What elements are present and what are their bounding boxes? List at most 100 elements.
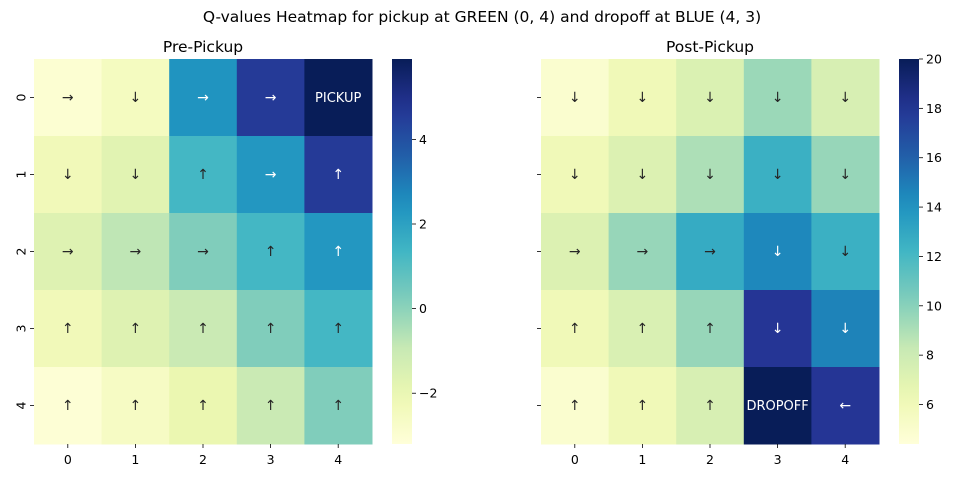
cell-annotation: ↑ bbox=[637, 398, 649, 414]
colorbar-tick-label: 6 bbox=[926, 397, 934, 412]
cell-annotation: ↓ bbox=[704, 90, 716, 106]
colorbar-tick-label: 18 bbox=[926, 101, 942, 116]
heatmap-cell bbox=[304, 136, 373, 214]
cell-annotation: ↑ bbox=[265, 244, 277, 260]
cell-annotation: → bbox=[62, 90, 74, 106]
cell-annotation: ↑ bbox=[704, 321, 716, 337]
heatmap-cell bbox=[676, 59, 745, 137]
heatmap-cell bbox=[169, 290, 238, 368]
heatmap-cell bbox=[811, 136, 880, 214]
cell-annotation: ↑ bbox=[197, 321, 209, 337]
heatmap-cell bbox=[169, 59, 238, 137]
heatmap-cell bbox=[101, 59, 170, 137]
cell-annotation: ↓ bbox=[772, 321, 784, 337]
cell-annotation: → bbox=[265, 90, 277, 106]
colorbar-tick-label: 20 bbox=[926, 52, 942, 67]
colorbar-tick-label: 8 bbox=[926, 348, 934, 363]
cell-annotation: → bbox=[62, 244, 74, 260]
panel-title: Post-Pickup bbox=[666, 38, 754, 56]
colorbar bbox=[899, 59, 919, 444]
heatmap-cell bbox=[236, 367, 305, 445]
x-tick-label: 2 bbox=[706, 452, 714, 467]
heatmap-cell bbox=[608, 213, 677, 291]
panel-title: Pre-Pickup bbox=[163, 38, 243, 56]
cell-annotation: ↓ bbox=[839, 244, 851, 260]
heatmap-cell bbox=[34, 290, 103, 368]
cell-annotation: ↑ bbox=[197, 167, 209, 183]
x-tick-label: 4 bbox=[334, 452, 342, 467]
cell-annotation: ↓ bbox=[569, 90, 581, 106]
colorbar-tick-label: 16 bbox=[926, 150, 942, 165]
heatmap-cell bbox=[541, 290, 610, 368]
y-tick-label: 4 bbox=[14, 401, 29, 409]
cell-annotation: ↑ bbox=[332, 167, 344, 183]
heatmap-cell bbox=[541, 213, 610, 291]
cell-annotation: ↑ bbox=[637, 321, 649, 337]
cell-annotation: ↓ bbox=[839, 167, 851, 183]
heatmap-cell bbox=[169, 136, 238, 214]
y-tick-label: 3 bbox=[14, 325, 29, 333]
cell-annotation: ↑ bbox=[62, 321, 74, 337]
cell-annotation: → bbox=[130, 244, 142, 260]
cell-annotation: PICKUP bbox=[315, 91, 361, 106]
cell-annotation: ↑ bbox=[265, 321, 277, 337]
cell-annotation: ↓ bbox=[637, 90, 649, 106]
heatmap-cell bbox=[811, 290, 880, 368]
colorbar-tick-label: 12 bbox=[926, 249, 942, 264]
cell-annotation: ↓ bbox=[772, 167, 784, 183]
colorbar-tick-label: 0 bbox=[419, 301, 427, 316]
cell-annotation: DROPOFF bbox=[746, 399, 808, 414]
cell-annotation: ↓ bbox=[62, 167, 74, 183]
heatmap-cell bbox=[304, 213, 373, 291]
cell-annotation: ↓ bbox=[839, 90, 851, 106]
cell-annotation: ↑ bbox=[130, 398, 142, 414]
colorbar-tick-label: 14 bbox=[926, 200, 942, 215]
cell-annotation: → bbox=[197, 90, 209, 106]
heatmap-cell bbox=[541, 367, 610, 445]
heatmap-cell bbox=[608, 136, 677, 214]
cell-annotation: ↓ bbox=[772, 90, 784, 106]
heatmap-cell bbox=[743, 367, 812, 445]
heatmap-cell bbox=[34, 136, 103, 214]
heatmap-cell bbox=[169, 367, 238, 445]
heatmap-cell bbox=[676, 367, 745, 445]
heatmap-cell bbox=[676, 290, 745, 368]
cell-annotation: ↑ bbox=[569, 398, 581, 414]
heatmap-cell bbox=[743, 59, 812, 137]
heatmap-cell bbox=[236, 136, 305, 214]
heatmap-cell bbox=[608, 59, 677, 137]
cell-annotation: → bbox=[265, 167, 277, 183]
cell-annotation: ↑ bbox=[332, 321, 344, 337]
heatmap-cell bbox=[34, 213, 103, 291]
cell-annotation: ↓ bbox=[569, 167, 581, 183]
heatmap-cell bbox=[676, 136, 745, 214]
colorbar-tick-label: 2 bbox=[419, 217, 427, 232]
cell-annotation: → bbox=[637, 244, 649, 260]
heatmap-cell bbox=[811, 59, 880, 137]
cell-annotation: ↑ bbox=[130, 321, 142, 337]
heatmap-cell bbox=[541, 59, 610, 137]
figure-title: Q-values Heatmap for pickup at GREEN (0,… bbox=[203, 8, 761, 26]
cell-annotation: ↓ bbox=[772, 244, 784, 260]
colorbar bbox=[392, 59, 412, 444]
heatmap-cell bbox=[743, 290, 812, 368]
heatmap-cell bbox=[34, 59, 103, 137]
cell-annotation: ↑ bbox=[704, 398, 716, 414]
heatmap-cell bbox=[101, 213, 170, 291]
x-tick-label: 3 bbox=[774, 452, 782, 467]
x-tick-label: 4 bbox=[841, 452, 849, 467]
x-tick-label: 1 bbox=[638, 452, 646, 467]
heatmap-cell bbox=[101, 290, 170, 368]
heatmap-cell bbox=[34, 367, 103, 445]
x-tick-label: 0 bbox=[571, 452, 579, 467]
y-tick-label: 2 bbox=[14, 248, 29, 256]
x-tick-label: 0 bbox=[64, 452, 72, 467]
colorbar-tick-label: 10 bbox=[926, 298, 942, 313]
cell-annotation: → bbox=[704, 244, 716, 260]
heatmap-cell bbox=[304, 59, 373, 137]
heatmap-pre-pickup: Pre-Pickup → ↓ → → PICKUP ↓ ↓ ↑ → ↑ → → → ↑ ↑ ↑ ↑ ↑ ↑ ↑ ↑ ↑ ↑ ↑ ↑… bbox=[14, 38, 438, 467]
cell-annotation: → bbox=[569, 244, 581, 260]
cell-annotation: ← bbox=[839, 398, 851, 414]
heatmap-cell bbox=[304, 367, 373, 445]
